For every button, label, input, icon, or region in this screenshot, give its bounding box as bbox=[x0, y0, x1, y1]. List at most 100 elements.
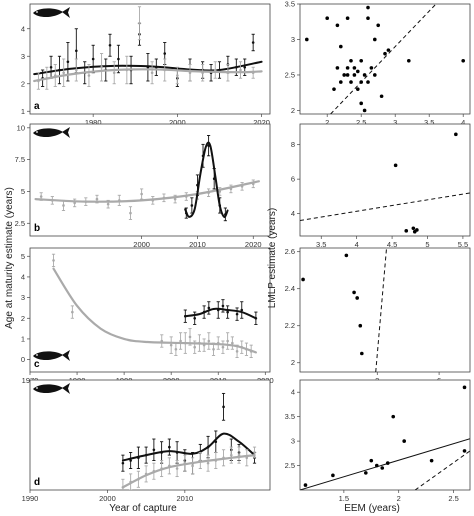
scatter-point bbox=[402, 439, 406, 443]
data-point bbox=[144, 453, 148, 457]
plot-frame bbox=[299, 247, 471, 373]
one-to-one-line bbox=[330, 4, 437, 114]
y-tick-label: 5 bbox=[21, 252, 25, 261]
scatter-point bbox=[352, 73, 357, 77]
data-point bbox=[221, 304, 225, 308]
scatter-point bbox=[379, 94, 384, 99]
data-point bbox=[216, 308, 220, 312]
data-point bbox=[202, 343, 206, 347]
y-tick-label: 3 bbox=[291, 437, 295, 446]
data-point bbox=[212, 347, 215, 351]
data-point bbox=[224, 213, 227, 216]
data-point bbox=[191, 464, 194, 468]
x-tick-label: 3 bbox=[393, 118, 397, 127]
data-point bbox=[183, 461, 187, 465]
y-tick-label: 2.5 bbox=[15, 219, 25, 228]
scatter-point bbox=[373, 37, 377, 42]
fish-body bbox=[33, 351, 63, 361]
panel-c: 197019801990200020102020012345c bbox=[21, 247, 274, 385]
y-tick-label: 2.4 bbox=[285, 284, 295, 293]
data-point bbox=[151, 199, 155, 202]
data-point bbox=[108, 43, 112, 47]
data-point bbox=[52, 259, 55, 262]
data-point bbox=[240, 308, 244, 312]
data-point bbox=[183, 314, 187, 318]
fish-eye bbox=[36, 354, 38, 356]
scatter-point bbox=[345, 73, 350, 77]
data-point bbox=[212, 177, 216, 181]
scatter-point bbox=[374, 463, 379, 468]
scatter-point bbox=[335, 66, 340, 70]
scatter-point bbox=[358, 323, 363, 328]
x-tick-label: 2000 bbox=[133, 240, 150, 249]
scatter-point bbox=[461, 58, 466, 63]
y-tick-label: 10 bbox=[17, 123, 25, 132]
x-tick-label: 1.5 bbox=[339, 494, 349, 503]
y-tick-label: 5 bbox=[21, 187, 25, 196]
scatter-point bbox=[355, 296, 359, 300]
y-tick-label: 4 bbox=[21, 24, 25, 33]
scatter-point bbox=[404, 229, 409, 233]
data-point bbox=[207, 339, 211, 343]
scatter-point bbox=[356, 87, 360, 91]
data-point bbox=[237, 453, 241, 457]
x-tick-label: 2.5 bbox=[356, 118, 366, 127]
y-tick-label: 4 bbox=[21, 272, 25, 281]
data-point bbox=[121, 461, 125, 465]
plot-frame bbox=[29, 123, 271, 237]
plot-area bbox=[121, 392, 257, 490]
x-tick-label: 4 bbox=[461, 118, 465, 127]
data-point bbox=[251, 182, 255, 186]
scatter-point bbox=[339, 80, 343, 84]
scatter-point bbox=[305, 37, 309, 42]
y-tick-label: 2 bbox=[21, 79, 25, 88]
data-point bbox=[95, 197, 99, 201]
series-grey bbox=[51, 253, 257, 358]
regression-line bbox=[300, 438, 470, 490]
scatter-point bbox=[359, 101, 364, 106]
plot-area bbox=[51, 253, 258, 358]
data-point bbox=[240, 345, 244, 349]
data-point bbox=[84, 200, 88, 203]
data-point bbox=[87, 74, 91, 77]
y-tick-label: 4 bbox=[291, 209, 295, 218]
scatter-point bbox=[429, 458, 434, 463]
scatter-point bbox=[373, 73, 377, 77]
data-point bbox=[245, 347, 248, 351]
y-tick-label: 2.2 bbox=[285, 321, 295, 330]
panel-rd: 1.5 2 2.5 2.5 3 3.5 4 bbox=[285, 379, 471, 503]
scatter-point bbox=[345, 16, 350, 20]
data-point bbox=[121, 486, 125, 489]
scatter-point bbox=[345, 66, 350, 70]
data-point bbox=[163, 68, 167, 72]
x-tick-label: 2010 bbox=[176, 494, 193, 503]
fish-body bbox=[33, 128, 63, 138]
data-point bbox=[62, 204, 65, 207]
smooth-line-black bbox=[184, 307, 257, 320]
scatter-point bbox=[369, 66, 374, 70]
series-black bbox=[184, 135, 229, 222]
y-tick-label: 1 bbox=[21, 107, 25, 116]
data-point bbox=[216, 341, 220, 345]
data-point bbox=[188, 335, 192, 339]
data-point bbox=[140, 192, 143, 196]
data-point bbox=[193, 316, 197, 320]
data-point bbox=[138, 21, 141, 25]
y-tick-label: 3 bbox=[21, 293, 25, 302]
scatter-point bbox=[462, 449, 467, 453]
data-point bbox=[49, 65, 53, 69]
scatter-point bbox=[364, 471, 368, 475]
y-tick-label: 3 bbox=[21, 52, 25, 61]
plot-area bbox=[301, 248, 388, 372]
y-tick-label: 1 bbox=[21, 334, 25, 343]
scatter-point bbox=[386, 48, 391, 52]
data-point bbox=[174, 347, 178, 351]
data-point bbox=[222, 456, 225, 460]
plot-area bbox=[305, 4, 466, 114]
y-tick-label: 2.5 bbox=[285, 70, 295, 79]
data-point bbox=[196, 183, 199, 187]
plot-area bbox=[33, 6, 263, 90]
data-point bbox=[129, 211, 132, 215]
data-point bbox=[213, 68, 217, 72]
y-tick-label: 2.6 bbox=[285, 247, 295, 256]
